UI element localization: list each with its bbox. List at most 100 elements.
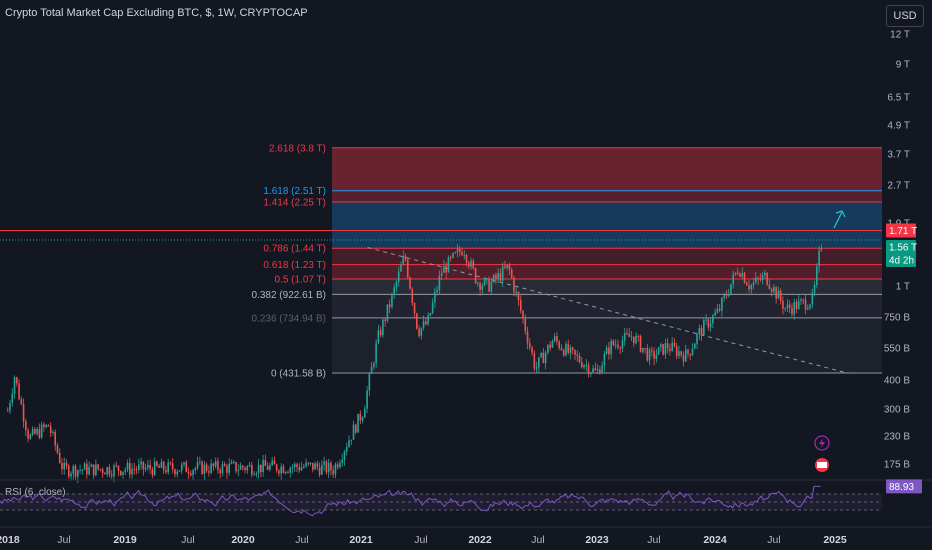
candle-body: [684, 349, 687, 362]
candle-body: [504, 266, 506, 268]
time-axis[interactable]: 2018 Jul 2019 Jul 2020 Jul 2021 Jul 2022 Jul 2023 J…: [0, 526, 932, 546]
candle-body: [47, 424, 50, 427]
candle-body: [373, 363, 375, 367]
candle-body: [535, 367, 538, 369]
candle-body: [126, 462, 129, 470]
candle-body: [461, 251, 463, 256]
rsi-pane[interactable]: 88.93: [0, 479, 932, 517]
lightning-icon: [814, 435, 830, 451]
candle-body: [350, 439, 353, 441]
candle-body: [691, 348, 694, 356]
candle-body: [696, 334, 698, 344]
currency-button[interactable]: USD: [886, 5, 924, 27]
candle-body: [513, 277, 515, 293]
candle-body: [124, 469, 127, 472]
candle-body: [158, 465, 160, 468]
candle-body: [203, 464, 206, 474]
x-tick-label: 2018: [0, 534, 20, 546]
candle-body: [734, 272, 737, 275]
candle-body: [232, 461, 235, 463]
candle-body: [176, 471, 179, 475]
candle-body: [585, 364, 588, 366]
candle-body: [289, 468, 292, 473]
y-tick-label: 4.9 T: [887, 121, 910, 132]
candle-body: [393, 287, 396, 294]
candle-body: [617, 344, 619, 348]
candle-body: [359, 413, 362, 421]
candle-body: [797, 300, 800, 310]
flag-icon: [817, 462, 827, 468]
high-price-tag-bg: [886, 223, 916, 238]
candle-body: [343, 451, 346, 460]
candle-body: [15, 377, 18, 384]
candle-body: [662, 344, 664, 355]
x-tick-label: Jul: [57, 534, 70, 546]
fib-zone-1: [332, 190, 882, 203]
fib-label-3: 0.786 (1.44 T): [263, 244, 326, 255]
candle-body: [248, 464, 251, 467]
current-price-tag: 1.56 T: [889, 242, 917, 253]
candle-body: [547, 344, 549, 353]
rsi-indicator-label[interactable]: RSI (6, close): [5, 487, 66, 498]
candle-body: [495, 275, 497, 279]
candle-body: [83, 463, 86, 470]
y-tick-label: 750 B: [884, 313, 910, 324]
candle-body: [74, 465, 77, 477]
candle-body: [108, 467, 111, 475]
candle-body: [458, 249, 461, 252]
candle-body: [25, 421, 27, 431]
candle-body: [614, 344, 617, 346]
candle-body: [321, 464, 323, 475]
candle-body: [736, 272, 739, 274]
candle-body: [533, 353, 536, 369]
candle-body: [106, 467, 108, 475]
candle-body: [6, 410, 9, 412]
candle-body: [723, 295, 725, 299]
candle-body: [77, 470, 79, 477]
candle-body: [779, 290, 782, 301]
fib-zone-5: [332, 278, 882, 295]
price-tags: 1.71 T 1.56 T 4d 2h: [886, 223, 917, 267]
x-tick-label: 2019: [113, 534, 137, 546]
countdown-tag: 4d 2h: [889, 255, 914, 266]
y-tick-label: 6.5 T: [887, 93, 910, 104]
candle-body: [443, 265, 445, 273]
candle-body: [725, 295, 728, 297]
candle-body: [199, 461, 201, 463]
candle-body: [506, 264, 509, 268]
candle-body: [434, 291, 436, 303]
candle-body: [519, 300, 522, 312]
fib-label-4: 0.618 (1.23 T): [263, 260, 326, 271]
candle-body: [31, 429, 34, 435]
candle-body: [693, 343, 696, 349]
candle-body: [775, 287, 777, 299]
candle-body: [312, 462, 314, 470]
candle-body: [653, 351, 655, 359]
candle-body: [768, 284, 771, 289]
candle-body: [440, 272, 443, 276]
candle-body: [262, 460, 264, 473]
y-tick-label: 230 B: [884, 432, 910, 443]
candle-body: [54, 432, 57, 446]
candle-body: [167, 462, 170, 473]
candle-body: [567, 343, 570, 353]
fib-zone-4: [332, 264, 882, 279]
candle-body: [745, 282, 748, 286]
candle-body: [732, 274, 735, 285]
candle-body: [307, 462, 310, 464]
candle-body: [806, 308, 809, 310]
candle-body: [619, 347, 622, 349]
candle-body: [65, 462, 68, 466]
x-tick-label: 2020: [231, 534, 255, 546]
candle-body: [13, 377, 16, 394]
candle-body: [565, 343, 567, 356]
candle-body: [332, 470, 334, 475]
candle-body: [400, 264, 402, 272]
candle-body: [190, 473, 192, 475]
candle-body: [642, 347, 644, 352]
candle-body: [486, 278, 488, 280]
candle-body: [816, 266, 818, 285]
candle-body: [483, 279, 486, 286]
candle-body: [171, 463, 174, 470]
